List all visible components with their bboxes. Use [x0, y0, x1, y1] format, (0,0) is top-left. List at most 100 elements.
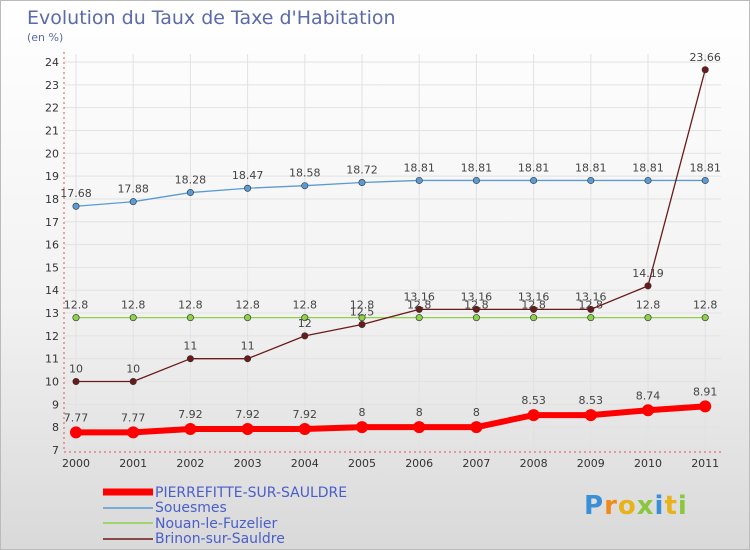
data-point [358, 179, 366, 187]
y-tick-label: 17 [45, 216, 59, 229]
logo-letter: r [604, 491, 618, 521]
data-point [186, 355, 194, 363]
logo-letter: o [617, 491, 637, 521]
data-point [298, 423, 311, 436]
data-point [186, 314, 194, 322]
data-label: 12 [298, 317, 312, 330]
logo-letter: P [584, 491, 605, 521]
data-label: 8.53 [579, 394, 604, 407]
y-tick-label: 14 [45, 284, 59, 297]
x-tick-label: 2009 [577, 457, 605, 470]
data-point [358, 320, 366, 328]
x-tick-label: 2001 [119, 457, 147, 470]
logo-letter: i [654, 491, 665, 521]
data-point [699, 400, 712, 413]
data-point [184, 423, 197, 436]
data-label: 18.81 [518, 161, 550, 174]
data-point [301, 314, 309, 322]
x-tick-label: 2006 [405, 457, 433, 470]
legend-label-souesmes: Souesmes [155, 500, 227, 516]
data-label: 12.8 [121, 299, 146, 312]
data-point [244, 314, 252, 322]
data-point [472, 314, 480, 322]
data-label: 18.81 [575, 161, 607, 174]
data-point [244, 355, 252, 363]
data-label: 13.16 [518, 290, 550, 303]
series-line-2 [75, 69, 706, 383]
y-tick-label: 7 [52, 444, 59, 457]
logo-letter: t [664, 491, 678, 521]
data-point [129, 314, 137, 322]
y-tick-label: 15 [45, 261, 59, 274]
logo-letter: x [636, 491, 655, 521]
data-point [72, 314, 80, 322]
y-tick-label: 11 [45, 353, 59, 366]
data-label: 17.68 [60, 187, 92, 200]
data-label: 18.47 [232, 169, 264, 182]
data-point [301, 332, 309, 340]
data-point [701, 176, 709, 184]
y-tick-label: 20 [45, 147, 59, 160]
data-point [415, 314, 423, 322]
data-label: 12.8 [521, 299, 546, 312]
data-point [587, 305, 595, 313]
data-point [72, 202, 80, 210]
data-point [530, 176, 538, 184]
data-label: 17.88 [117, 183, 149, 196]
x-tick-label: 2011 [691, 457, 719, 470]
data-label: 18.28 [175, 174, 207, 187]
data-label: 10 [69, 363, 83, 376]
data-point [701, 66, 709, 74]
data-label: 14.19 [632, 267, 664, 280]
data-label: 12.5 [350, 305, 375, 318]
data-label: 8.91 [693, 385, 718, 398]
data-point [415, 176, 423, 184]
data-point [356, 421, 368, 434]
y-tick-label: 9 [52, 398, 59, 411]
data-label: 23.66 [689, 51, 721, 64]
data-label: 18.81 [632, 161, 664, 174]
x-tick-label: 2007 [462, 457, 490, 470]
data-label: 12.8 [178, 299, 203, 312]
data-label: 13.16 [461, 290, 493, 303]
y-tick-label: 16 [45, 239, 59, 252]
data-label: 8 [473, 406, 480, 419]
data-label: 7.92 [178, 408, 203, 421]
proxiti-logo: Proxiti [584, 491, 688, 521]
data-point [244, 184, 252, 192]
data-point [530, 305, 538, 313]
x-tick-label: 2003 [234, 457, 262, 470]
data-point [701, 314, 709, 322]
legend-label-pierrefitte: PIERREFITTE-SUR-SAULDRE [155, 485, 348, 501]
data-point [186, 189, 194, 197]
data-label: 7.92 [235, 408, 260, 421]
data-point [129, 198, 137, 206]
series-line-0 [75, 179, 706, 207]
data-label: 12.8 [579, 299, 604, 312]
y-tick-label: 18 [45, 193, 59, 206]
data-label: 7.77 [64, 411, 89, 424]
legend-label-brinon: Brinon-sur-Sauldre [155, 531, 285, 547]
data-point [530, 314, 538, 322]
x-tick-label: 2005 [348, 457, 376, 470]
data-label: 8.53 [521, 394, 546, 407]
y-tick-label: 21 [45, 124, 59, 137]
data-point [129, 378, 137, 386]
data-label: 10 [126, 363, 140, 376]
x-tick-label: 2008 [520, 457, 548, 470]
y-tick-label: 22 [45, 102, 59, 115]
data-point [470, 421, 483, 434]
data-label: 8 [416, 406, 423, 419]
y-tick-label: 19 [45, 170, 59, 183]
chart-subtitle: (en %) [27, 31, 64, 44]
data-point [472, 305, 480, 313]
data-label: 12.8 [293, 299, 318, 312]
chart-title: Evolution du Taux de Taxe d'Habitation [27, 7, 396, 29]
legend-label-nouan: Nouan-le-Fuzelier [155, 516, 278, 532]
y-tick-label: 12 [45, 330, 59, 343]
y-tick-label: 8 [52, 421, 59, 434]
data-label: 18.58 [289, 167, 321, 180]
x-tick-label: 2002 [176, 457, 204, 470]
data-label: 13.16 [403, 290, 435, 303]
